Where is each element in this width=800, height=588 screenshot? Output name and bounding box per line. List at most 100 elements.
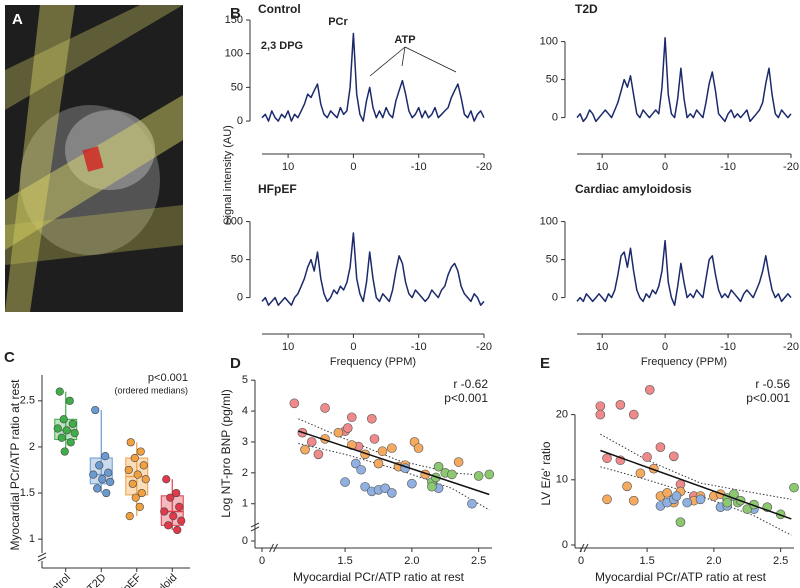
- confidence-band: [600, 466, 792, 536]
- x-tick-label: 0: [350, 161, 356, 173]
- image-tissue: [65, 110, 155, 190]
- x-tick-label: -20: [476, 341, 492, 353]
- y-tick-label: 50: [546, 254, 558, 266]
- chart-title: Cardiac amyloidosis: [575, 182, 692, 196]
- axis-break: [250, 526, 260, 532]
- y-tick-label: 100: [540, 216, 558, 228]
- data-point: [177, 516, 186, 525]
- panel-label: D: [230, 355, 241, 372]
- data-point: [300, 444, 310, 455]
- data-point: [128, 479, 137, 488]
- data-point: [642, 452, 652, 462]
- data-point: [356, 464, 366, 475]
- x-tick-label: -10: [720, 161, 736, 173]
- data-point: [89, 470, 98, 479]
- data-point: [130, 453, 139, 463]
- panel-label: B: [230, 5, 241, 22]
- data-point: [340, 477, 350, 487]
- data-point: [141, 475, 150, 484]
- data-point: [160, 507, 169, 516]
- data-point: [407, 478, 417, 489]
- y-tick-label: 5: [242, 374, 248, 386]
- x-tick-label: 1.5: [639, 555, 654, 567]
- annotation: ATP: [394, 34, 415, 46]
- spectrum-line: [576, 37, 792, 123]
- y-tick-label: 50: [231, 254, 243, 266]
- x-tick-label: -20: [476, 161, 492, 173]
- y-tick-label: 150: [225, 14, 243, 26]
- y-tick-label: 1.5: [20, 487, 35, 499]
- data-point: [387, 488, 397, 498]
- data-point: [387, 443, 397, 453]
- x-axis-label: Frequency (PPM): [641, 356, 727, 368]
- y-tick-label: 0: [552, 112, 558, 124]
- axis-break: [37, 556, 47, 562]
- x-tick-label: T2D: [85, 572, 108, 588]
- data-point: [59, 415, 68, 424]
- x-tick-label: 2.0: [404, 555, 419, 567]
- data-point: [595, 409, 606, 420]
- data-point: [173, 525, 182, 535]
- data-point: [682, 497, 692, 508]
- data-point: [136, 447, 145, 456]
- data-point: [350, 458, 361, 469]
- data-point: [320, 403, 330, 413]
- data-point: [742, 504, 753, 514]
- data-point: [413, 443, 424, 453]
- y-tick-label: 2.5: [20, 395, 35, 407]
- x-tick-label: 0: [578, 555, 584, 567]
- data-point: [57, 433, 66, 442]
- y-tick-label: 50: [546, 74, 558, 86]
- data-point: [70, 429, 79, 438]
- image-band: [5, 5, 75, 312]
- axis-break: [269, 543, 274, 553]
- x-tick-label: 0: [662, 341, 668, 353]
- data-point: [373, 458, 384, 469]
- y-tick-label: 10: [556, 474, 568, 486]
- x-tick-label: -10: [720, 341, 736, 353]
- data-point: [98, 475, 107, 484]
- annotation: r -0.56: [755, 377, 790, 391]
- x-axis-label: Myocardial PCr/ATP ratio at rest: [595, 570, 767, 584]
- data-point: [139, 461, 148, 470]
- x-tick-label: -20: [783, 341, 799, 353]
- spectrum-line: [261, 232, 485, 306]
- data-point: [628, 495, 639, 506]
- confidence-band: [600, 433, 792, 500]
- x-tick-label: 0: [350, 341, 356, 353]
- data-point: [104, 468, 113, 477]
- x-tick-label: 1.5: [337, 555, 352, 567]
- data-point: [93, 484, 102, 493]
- image-band: [5, 205, 183, 265]
- data-point: [172, 488, 181, 498]
- data-point: [669, 451, 679, 462]
- x-tick-label: Amyloid: [143, 572, 179, 588]
- data-point: [68, 419, 77, 428]
- data-point: [635, 468, 646, 479]
- spectrum-line: [576, 239, 792, 306]
- y-tick-label: 20: [556, 409, 568, 421]
- annotation: p<0.001: [148, 372, 188, 384]
- chart-title: HFpEF: [258, 182, 297, 196]
- axis-break: [583, 543, 589, 553]
- y-tick-label: 1: [242, 498, 248, 510]
- data-point: [473, 471, 484, 481]
- y-axis-label: LV E/e' ratio: [539, 441, 553, 505]
- data-point: [102, 488, 111, 498]
- panel-label: A: [12, 11, 23, 28]
- data-point: [65, 396, 74, 405]
- y-tick-label: 1: [29, 533, 35, 545]
- spectrum-line: [261, 32, 485, 122]
- panel-label: E: [540, 355, 550, 372]
- y-tick-label: 2: [242, 467, 248, 479]
- data-point: [66, 438, 75, 447]
- data-point: [125, 512, 134, 521]
- data-point: [169, 512, 178, 521]
- y-tick-label: 100: [225, 48, 243, 60]
- data-point: [484, 469, 495, 480]
- image-band: [5, 95, 183, 250]
- data-point: [133, 470, 142, 479]
- mri-image: A: [5, 5, 183, 312]
- y-tick-label: 0: [562, 539, 568, 551]
